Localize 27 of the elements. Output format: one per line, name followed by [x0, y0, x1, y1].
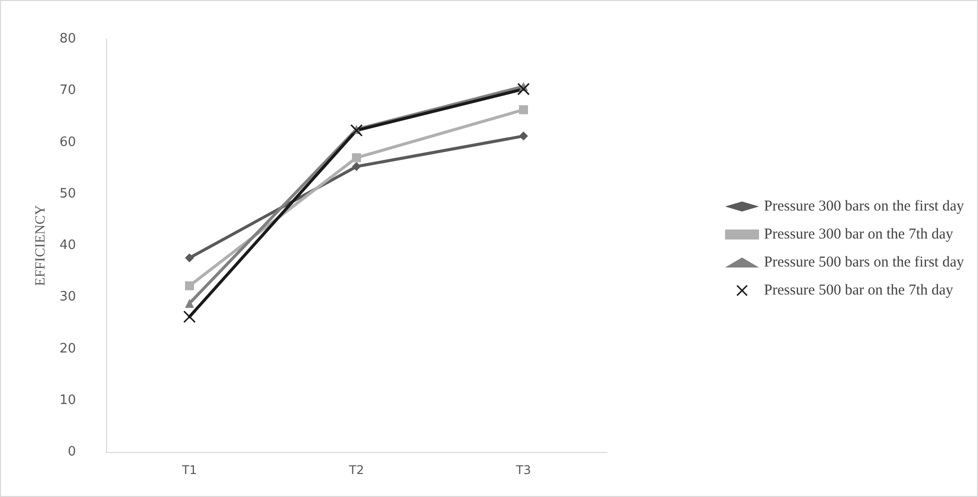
y-tick-label: 70 — [59, 83, 76, 98]
point — [352, 153, 361, 162]
y-tick-label: 30 — [59, 290, 76, 305]
y-tick-label: 0 — [68, 444, 76, 460]
y-axis-title: EFFICIENCY — [34, 205, 48, 286]
x-tick-label: T1 — [181, 463, 197, 477]
legend-label: Pressure 300 bars on the first day — [764, 198, 964, 214]
y-tick-label: 10 — [59, 392, 76, 408]
point — [519, 132, 528, 141]
y-tick-label: 50 — [59, 186, 76, 202]
point — [519, 105, 528, 114]
x-tick-label: T3 — [515, 463, 531, 477]
point — [352, 162, 361, 172]
point — [517, 82, 530, 96]
x-tick-label: T2 — [348, 463, 364, 477]
point — [185, 281, 194, 290]
legend-label: Pressure 500 bars on the first day — [764, 254, 964, 270]
y-tick-label: 80 — [59, 32, 76, 46]
point — [350, 124, 363, 137]
y-tick-label: 40 — [59, 238, 76, 253]
point — [185, 253, 194, 262]
y-tick-label: 20 — [59, 341, 76, 356]
point — [183, 310, 196, 323]
y-tick-label: 60 — [59, 134, 76, 150]
legend-label: Pressure 500 bar on the 7th day — [764, 282, 954, 298]
legend-label: Pressure 300 bar on the 7th day — [764, 226, 954, 242]
point — [185, 298, 194, 308]
